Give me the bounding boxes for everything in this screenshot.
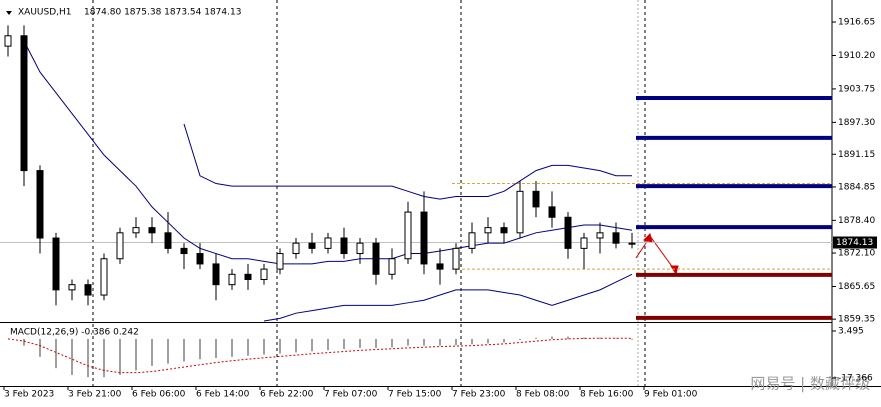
candle-body: [228, 273, 236, 286]
x-tick-label: 6 Feb 14:00: [196, 390, 250, 400]
y-tick-label: 1878.40: [838, 216, 875, 226]
arrows: [635, 233, 679, 276]
watermark: 网易号 | 数藏评级: [750, 375, 870, 393]
candle-body: [100, 258, 108, 296]
candle-body: [276, 253, 284, 270]
candle-body: [436, 263, 444, 270]
candle-body: [324, 237, 332, 249]
candle-body: [68, 284, 76, 291]
candle-body: [340, 237, 348, 255]
candle-body: [132, 227, 140, 234]
candle-body: [260, 268, 268, 280]
candle-body: [116, 232, 124, 260]
y-tick-label: 1916.65: [838, 18, 875, 28]
candle-body: [516, 190, 524, 234]
candle-body: [548, 206, 556, 218]
y-tick-label: 1903.75: [838, 84, 875, 94]
candle-body: [180, 247, 188, 255]
candle-body: [244, 273, 252, 280]
candle-body: [356, 242, 364, 255]
x-tick-label: 7 Feb 15:00: [388, 390, 442, 400]
x-tick-label: 6 Feb 22:00: [260, 390, 314, 400]
ohlc-text: 1874.80 1875.38 1873.54 1874.13: [84, 8, 241, 18]
candle-body: [404, 211, 412, 260]
candle-body: [612, 232, 620, 244]
y-tick-label: 1884.85: [838, 182, 875, 192]
arrow-head: [643, 233, 653, 243]
price-box: [833, 236, 877, 249]
candle-body: [4, 35, 12, 47]
x-tick-label: 3 Feb 21:00: [68, 390, 122, 400]
menu-arrow: [6, 11, 12, 15]
candle-body: [580, 237, 588, 249]
x-tick-label: 7 Feb 23:00: [452, 390, 506, 400]
x-tick-label: 6 Feb 06:00: [132, 390, 186, 400]
candle-body: [212, 263, 220, 286]
band-line: [263, 273, 633, 322]
x-tick-label: 8 Feb 16:00: [580, 390, 634, 400]
x-tick-label: 8 Feb 08:00: [516, 390, 570, 400]
arrow-head: [670, 265, 679, 276]
y-tick-label: 1865.65: [838, 282, 875, 292]
candle-body: [308, 242, 316, 249]
x-tick-label: 3 Feb 2023: [4, 390, 54, 400]
y-tick-label: 3.495: [838, 327, 864, 337]
y-tick-label: 1872.10: [838, 249, 875, 259]
y-tick-label: 1859.35: [838, 315, 875, 325]
candle-body: [372, 242, 380, 275]
candle-body: [564, 216, 572, 249]
candle-body: [164, 232, 172, 249]
candle-body: [500, 227, 508, 234]
y-tick-label: 1897.30: [838, 118, 875, 128]
candle-body: [148, 227, 156, 234]
y-tick-label: -17.366: [838, 374, 873, 384]
candle-body: [292, 242, 300, 255]
candle-body: [484, 227, 492, 234]
candle-body: [84, 284, 92, 296]
candle-body: [468, 232, 476, 249]
x-tick-label: 7 Feb 07:00: [324, 390, 378, 400]
candle-body: [452, 247, 460, 270]
band-line: [183, 123, 632, 200]
candle-body: [36, 170, 44, 239]
candle-body: [388, 258, 396, 275]
macd-title: MACD(12,26,9) -0.386 0.242: [10, 328, 139, 338]
candle-body: [20, 35, 28, 172]
x-tick-label: 9 Feb 01:00: [644, 390, 698, 400]
candle-body: [628, 242, 636, 245]
macd-signal: [7, 337, 633, 374]
candle-body: [52, 237, 60, 291]
price-label: 1874.13: [836, 238, 873, 248]
y-tick-label: 1891.15: [838, 150, 875, 160]
y-tick-label: 1910.20: [838, 51, 875, 61]
candle-body: [420, 211, 428, 265]
candle-body: [196, 253, 204, 265]
candle-body: [532, 190, 540, 208]
candle-body: [596, 232, 604, 239]
symbol-title: XAUUSD,H1: [18, 8, 72, 18]
band-line: [23, 40, 633, 265]
period-separators: [92, 0, 646, 386]
